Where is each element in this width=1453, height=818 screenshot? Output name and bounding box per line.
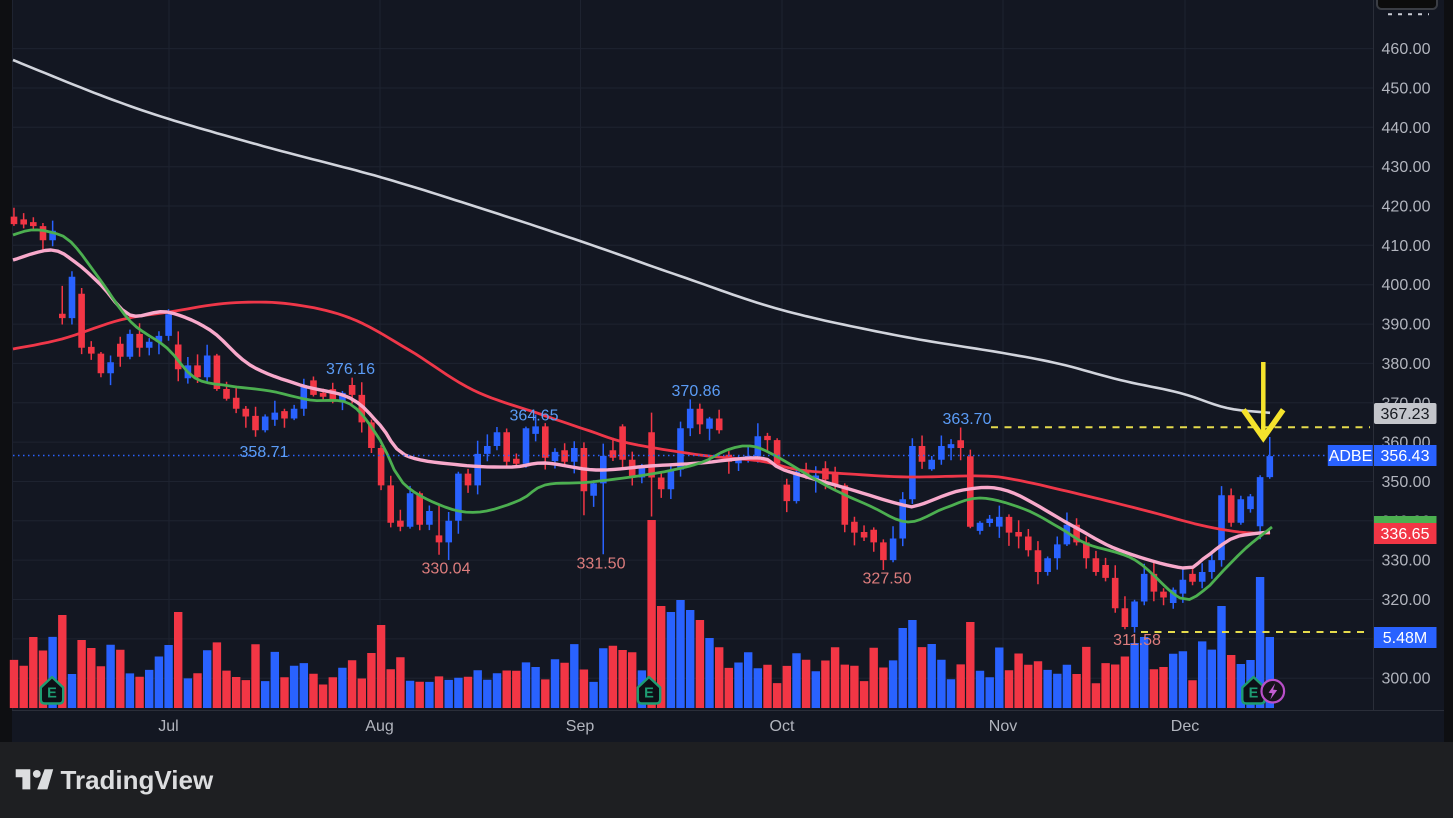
- svg-text:Sep: Sep: [566, 718, 595, 735]
- svg-text:E: E: [1249, 686, 1259, 702]
- svg-text:Nov: Nov: [989, 718, 1017, 735]
- svg-text:Oct: Oct: [770, 718, 795, 735]
- svg-text:330.00: 330.00: [1382, 553, 1431, 570]
- svg-text:ADBE: ADBE: [1329, 448, 1373, 465]
- svg-text:410.00: 410.00: [1382, 238, 1431, 255]
- svg-text:TradingView: TradingView: [61, 765, 214, 795]
- svg-text:390.00: 390.00: [1382, 317, 1431, 334]
- svg-text:358.71: 358.71: [240, 444, 289, 461]
- svg-text:331.50: 331.50: [577, 556, 626, 573]
- svg-text:420.00: 420.00: [1382, 199, 1431, 216]
- svg-text:Dec: Dec: [1171, 718, 1199, 735]
- svg-text:364.65: 364.65: [510, 408, 559, 425]
- svg-text:350.00: 350.00: [1382, 474, 1431, 491]
- svg-text:320.00: 320.00: [1382, 592, 1431, 609]
- svg-text:430.00: 430.00: [1382, 159, 1431, 176]
- svg-text:376.16: 376.16: [326, 361, 375, 378]
- svg-text:400.00: 400.00: [1382, 277, 1431, 294]
- svg-text:330.04: 330.04: [422, 561, 471, 578]
- svg-text:363.70: 363.70: [943, 411, 992, 428]
- svg-text:Jul: Jul: [158, 718, 178, 735]
- svg-text:Aug: Aug: [365, 718, 393, 735]
- svg-text:380.00: 380.00: [1382, 356, 1431, 373]
- svg-text:5.48M: 5.48M: [1383, 630, 1427, 647]
- svg-text:367.23: 367.23: [1381, 406, 1430, 423]
- svg-text:336.65: 336.65: [1381, 526, 1430, 543]
- svg-text:460.00: 460.00: [1382, 41, 1431, 58]
- svg-text:450.00: 450.00: [1382, 80, 1431, 97]
- svg-text:300.00: 300.00: [1382, 671, 1431, 688]
- svg-text:356.43: 356.43: [1381, 448, 1430, 465]
- svg-text:311.58: 311.58: [1113, 632, 1161, 649]
- svg-text:E: E: [47, 686, 57, 702]
- svg-text:440.00: 440.00: [1382, 120, 1431, 137]
- svg-text:327.50: 327.50: [863, 571, 912, 588]
- svg-text:E: E: [644, 686, 654, 702]
- svg-text:370.86: 370.86: [672, 383, 721, 400]
